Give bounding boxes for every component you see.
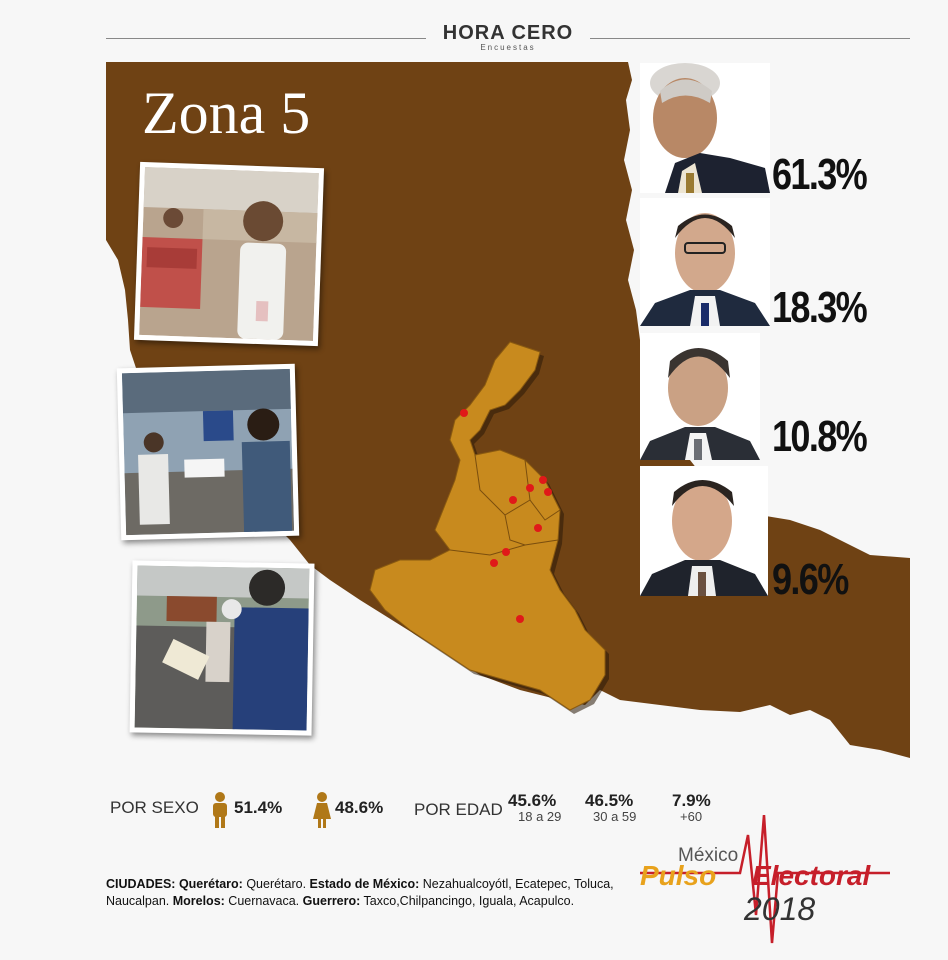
cities-list: CIUDADES: Querétaro: Querétaro. Estado d… (106, 876, 626, 910)
cities-heading: CIUDADES: (106, 877, 176, 891)
logo-text: HORA CERO (442, 22, 574, 44)
male-pct: 51.4% (234, 798, 283, 817)
field-photo-sidewalk (129, 560, 315, 736)
candidate-2-pct: 18.3% (772, 283, 868, 332)
city-dot (460, 409, 468, 417)
cities-guerrero: Taxco,Chilpancingo, Iguala, Acapulco. (360, 894, 575, 908)
cities-morelos: Cuernavaca. (224, 894, 303, 908)
age-label: POR EDAD (414, 800, 503, 819)
male-icon (213, 792, 227, 828)
city-dot (544, 488, 552, 496)
candidate-portrait-2 (640, 198, 770, 326)
candidate-1-pct: 61.3% (772, 150, 868, 199)
city-dot (516, 615, 524, 623)
demographics-row: POR SEXO 51.4% 48.6% POR EDAD 45.6% 18 a… (0, 790, 948, 830)
candidate-portrait-1 (640, 63, 770, 193)
age-2-range: 30 a 59 (593, 809, 637, 824)
age-1-range: 18 a 29 (518, 809, 562, 824)
female-icon (313, 792, 331, 828)
candidate-3-pct: 10.8% (772, 412, 868, 461)
logo-subtitle: Encuestas (480, 43, 536, 52)
age-1-pct: 45.6% (508, 791, 557, 810)
brand-electoral: Electoral (752, 860, 871, 891)
header-rule-right (590, 38, 910, 39)
state-queretaro: Querétaro: (178, 877, 243, 891)
state-morelos: Morelos: (172, 894, 225, 908)
candidate-4-pct: 9.6% (772, 555, 849, 604)
city-dot (490, 559, 498, 567)
pulse-line-icon (640, 815, 890, 944)
age-2-pct: 46.5% (585, 791, 634, 810)
city-dot (509, 496, 517, 504)
cities-queretaro: Querétaro. (242, 877, 310, 891)
sex-label: POR SEXO (110, 798, 199, 817)
field-photo-street (116, 363, 300, 541)
zone-title: Zona 5 (142, 80, 311, 146)
zona5-region-map (369, 341, 609, 714)
horacero-logo: HORA CERO Encuestas (432, 22, 584, 52)
cities-edomex: Nezahualcoyótl, Ecatepec, Toluca, Naucal… (106, 877, 614, 908)
city-dot (526, 484, 534, 492)
female-pct: 48.6% (335, 798, 384, 817)
brand-mexico: México (678, 845, 739, 866)
pulso-electoral-logo: México Pulso Electoral 2018 (640, 815, 900, 945)
age-3-pct: 7.9% (672, 791, 711, 810)
city-dot (539, 476, 547, 484)
candidate-portrait-3 (640, 333, 760, 460)
city-dot (534, 524, 542, 532)
field-photo-market (133, 161, 325, 347)
brand-year: 2018 (744, 891, 816, 927)
brand-pulso: Pulso (640, 860, 717, 891)
header-rule-left (106, 38, 426, 39)
city-dot (502, 548, 510, 556)
candidate-portrait-4 (640, 466, 768, 596)
age-3-range: +60 (680, 809, 703, 824)
state-guerrero: Guerrero: (302, 894, 361, 908)
state-edomex: Estado de México: (309, 877, 420, 891)
